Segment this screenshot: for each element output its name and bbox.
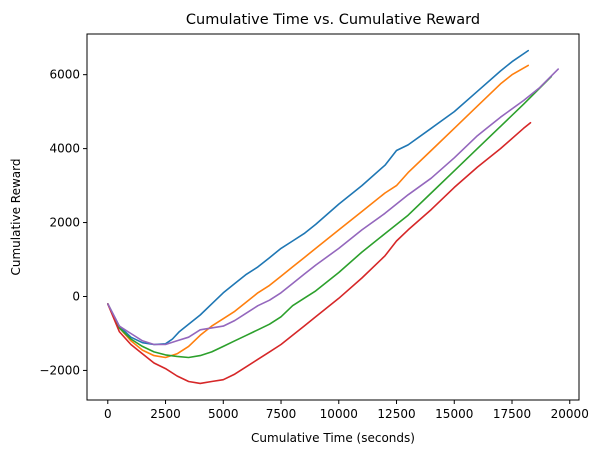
y-tick-label: 2000 — [49, 216, 80, 230]
plot-area — [86, 33, 580, 401]
x-tick-label: 7500 — [266, 407, 297, 421]
y-tick-label: −2000 — [39, 363, 80, 377]
y-tick-label: 6000 — [49, 68, 80, 82]
chart-title: Cumulative Time vs. Cumulative Reward — [186, 12, 480, 28]
axes-frame — [86, 33, 580, 401]
y-tick-label: 0 — [72, 289, 80, 303]
series-layer — [107, 49, 560, 385]
series-line-4 — [107, 121, 532, 385]
y-axis-label: Cumulative Reward — [9, 159, 23, 276]
x-tick-label: 20000 — [551, 407, 589, 421]
x-tick-label: 10000 — [320, 407, 358, 421]
x-tick-label: 15000 — [435, 407, 473, 421]
x-tick-label: 5000 — [208, 407, 239, 421]
series-line-5 — [107, 68, 560, 346]
x-axis-ticks: 0 2500 5000 7500 10000 12500 15000 17500 20000 — [104, 400, 589, 421]
x-tick-label: 0 — [104, 407, 112, 421]
x-tick-label: 2500 — [150, 407, 181, 421]
x-tick-label: 12500 — [377, 407, 415, 421]
y-tick-label: 4000 — [49, 142, 80, 156]
y-axis-ticks: −2000 0 2000 4000 6000 — [39, 68, 87, 377]
series-line-1 — [107, 49, 530, 346]
series-line-2 — [107, 64, 530, 359]
series-line-3 — [107, 75, 553, 359]
x-axis-label: Cumulative Time (seconds) — [251, 431, 415, 445]
x-tick-label: 17500 — [493, 407, 531, 421]
